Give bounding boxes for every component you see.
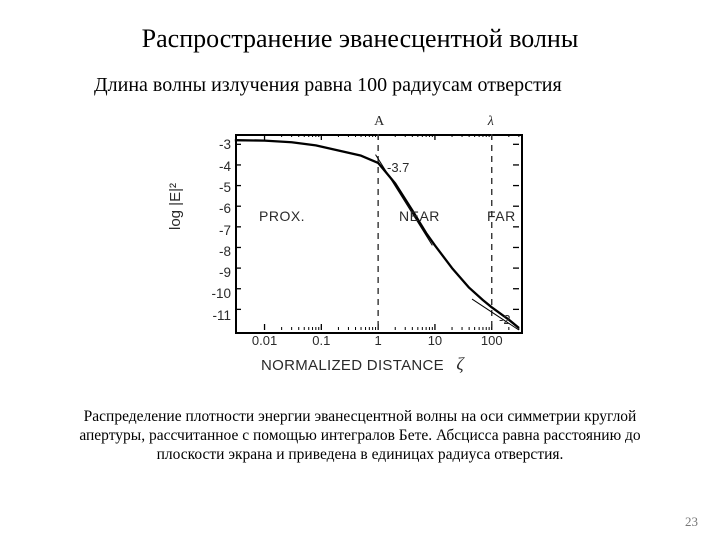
ytick: -5 bbox=[207, 177, 231, 198]
x-axis-label-text: NORMALIZED DISTANCE bbox=[261, 357, 444, 374]
x-axis-label: NORMALIZED DISTANCE ζ bbox=[261, 354, 464, 375]
ytick: -11 bbox=[207, 305, 231, 326]
figure-caption: Распределение плотности энергии эванесце… bbox=[70, 408, 650, 465]
ytick: -4 bbox=[207, 156, 231, 177]
region-far: FAR bbox=[487, 208, 516, 224]
xtick-0: 0.01 bbox=[245, 333, 285, 348]
subtitle: Длина волны излучения равна 100 радиусам… bbox=[94, 74, 562, 97]
y-ticks: -3 -4 -5 -6 -7 -8 -9 -10 -11 bbox=[207, 134, 231, 326]
region-prox: PROX. bbox=[259, 208, 305, 224]
x-axis-symbol: ζ bbox=[448, 354, 464, 374]
xtick-1: 0.1 bbox=[301, 333, 341, 348]
ytick: -9 bbox=[207, 262, 231, 283]
y-axis-label: log |E|² bbox=[167, 183, 184, 230]
ytick: -8 bbox=[207, 241, 231, 262]
ytick: -6 bbox=[207, 198, 231, 219]
ytick: -7 bbox=[207, 220, 231, 241]
region-near: NEAR bbox=[399, 208, 440, 224]
slide: Распространение эванесцентной волны Длин… bbox=[0, 0, 720, 540]
chart-figure: A λ log |E|² -3 -4 -5 -6 -7 -8 -9 -10 -1… bbox=[185, 112, 535, 372]
anno-slope2: -2 bbox=[499, 312, 511, 327]
page-title: Распространение эванесцентной волны bbox=[0, 24, 720, 54]
ytick: -10 bbox=[207, 283, 231, 304]
xtick-4: 100 bbox=[472, 333, 512, 348]
page-number: 23 bbox=[685, 514, 698, 530]
anno-slope1: -3.7 bbox=[387, 160, 409, 175]
xtick-2: 1 bbox=[358, 333, 398, 348]
ytick: -3 bbox=[207, 134, 231, 155]
xtick-3: 10 bbox=[415, 333, 455, 348]
y-axis-label-text: log |E|² bbox=[167, 183, 184, 230]
